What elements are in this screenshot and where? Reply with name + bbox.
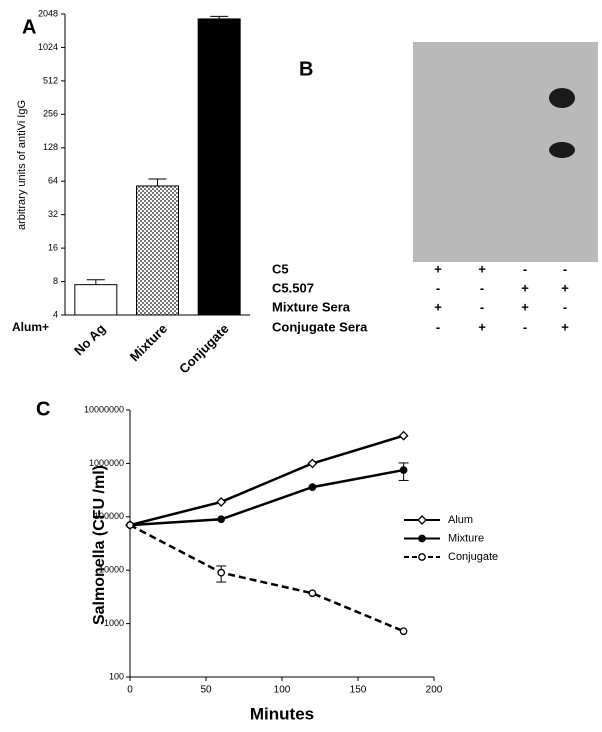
sign: + <box>561 280 569 295</box>
x-tick-label: 0 <box>127 685 133 696</box>
sign: + <box>478 261 486 276</box>
y-tick-label: 10000000 <box>84 404 124 414</box>
y-tick-label: 64 <box>48 176 58 186</box>
blot-band <box>549 142 575 158</box>
sign: - <box>436 319 440 334</box>
marker <box>418 534 426 543</box>
blot-band <box>549 88 575 108</box>
sign: + <box>434 261 442 276</box>
row-label: Mixture Sera <box>272 299 351 314</box>
marker <box>399 627 408 636</box>
sign: - <box>436 280 440 295</box>
panel-label: C <box>36 398 50 420</box>
y-tick-label: 256 <box>43 109 58 119</box>
marker <box>217 568 226 577</box>
sign: - <box>480 280 484 295</box>
sign: + <box>561 319 569 334</box>
y-axis-label: arbitrary units of antiVi IgG <box>16 100 28 230</box>
x-tick-label: 150 <box>350 685 367 696</box>
y-axis-label: Salmonella (CFU /ml) <box>91 465 108 625</box>
sign: + <box>521 299 529 314</box>
x-tick-label: No Ag <box>71 321 108 358</box>
bar <box>74 284 118 316</box>
y-tick-label: 4 <box>53 309 58 319</box>
x-tick-label: 100 <box>274 685 291 696</box>
y-tick-label: 1000000 <box>89 458 124 468</box>
series-line <box>129 434 404 527</box>
marker <box>398 430 409 441</box>
y-tick-label: 10000 <box>99 565 124 575</box>
sign: - <box>563 299 567 314</box>
y-tick-label: 512 <box>43 75 58 85</box>
marker <box>126 521 134 529</box>
sign: - <box>563 261 567 276</box>
series-line <box>129 523 405 633</box>
y-tick-label: 1000 <box>104 618 124 628</box>
panel-label: A <box>22 16 36 38</box>
row-label: C5.507 <box>272 280 314 295</box>
marker <box>399 466 408 474</box>
sign: + <box>434 299 442 314</box>
group-label: Alum+ <box>12 320 49 334</box>
sign: - <box>523 261 527 276</box>
x-tick-label: 50 <box>200 685 212 696</box>
y-tick-label: 100000 <box>94 511 124 521</box>
row-label: C5 <box>272 261 289 276</box>
marker <box>308 589 317 598</box>
x-tick-label: Mixture <box>127 321 170 364</box>
y-tick-label: 16 <box>48 242 58 252</box>
y-tick-label: 8 <box>53 276 58 286</box>
y-tick-label: 128 <box>43 142 58 152</box>
panel-label: B <box>299 58 313 80</box>
marker <box>217 515 226 524</box>
marker <box>216 496 227 507</box>
marker <box>308 483 317 491</box>
y-tick-label: 1024 <box>38 42 58 52</box>
y-tick-label: 100 <box>109 671 124 681</box>
x-axis-label: Minutes <box>250 704 314 723</box>
marker <box>417 515 427 525</box>
row-label: Conjugate Sera <box>272 319 368 334</box>
marker <box>418 553 426 561</box>
x-tick-label: Conjugate <box>176 321 232 377</box>
y-tick-label: 32 <box>48 209 58 219</box>
sign: + <box>478 319 486 334</box>
sign: - <box>523 319 527 334</box>
series-line <box>129 468 404 527</box>
legend-label: Mixture <box>448 532 484 544</box>
sign: + <box>521 280 529 295</box>
x-tick-label: 200 <box>426 685 443 696</box>
legend-label: Alum <box>448 514 473 526</box>
bar <box>136 185 179 316</box>
y-tick-label: 2048 <box>38 8 58 18</box>
legend-label: Conjugate <box>448 551 498 563</box>
sign: - <box>480 299 484 314</box>
bar <box>197 18 241 316</box>
marker <box>307 458 318 469</box>
